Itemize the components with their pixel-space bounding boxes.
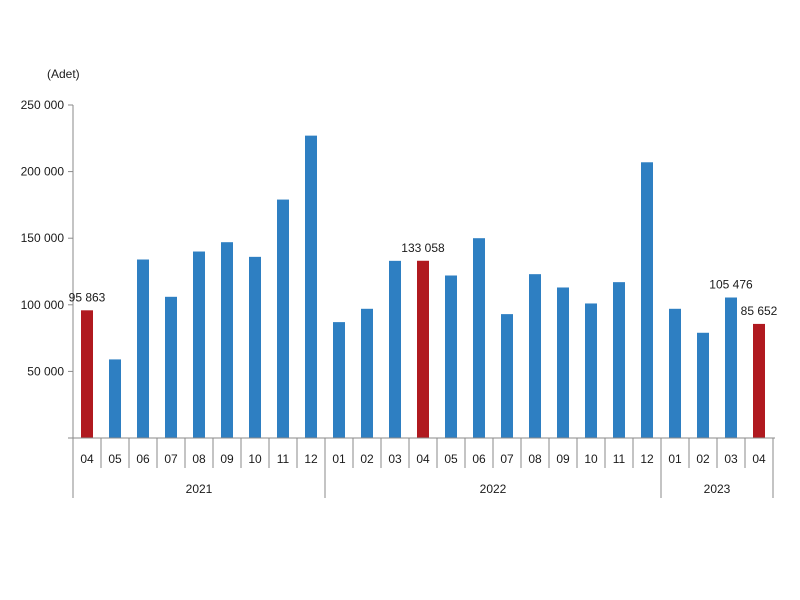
data-label: 133 058: [401, 241, 445, 255]
x-tick-label: 05: [108, 452, 122, 466]
data-label: 95 863: [69, 290, 106, 304]
bar: [333, 322, 345, 438]
y-tick-label: 100 000: [21, 298, 65, 312]
x-tick-label: 03: [388, 452, 402, 466]
x-tick-label: 06: [136, 452, 150, 466]
x-tick-label: 07: [500, 452, 514, 466]
y-tick-label: 200 000: [21, 165, 65, 179]
bar: [529, 274, 541, 438]
bar: [305, 135, 317, 439]
bar: [613, 282, 625, 438]
bar: [249, 256, 261, 438]
x-tick-label: 09: [220, 452, 234, 466]
bar: [165, 296, 177, 438]
x-tick-label: 08: [528, 452, 542, 466]
bars: [81, 135, 765, 439]
x-tick-label: 12: [640, 452, 654, 466]
bar: [221, 242, 233, 438]
x-tick-label: 09: [556, 452, 570, 466]
x-tick-label: 04: [80, 452, 94, 466]
x-tick-label: 01: [332, 452, 346, 466]
y-tick-label: 50 000: [27, 364, 64, 378]
x-tick-label: 03: [724, 452, 738, 466]
bar: [697, 332, 709, 438]
x-tick-label: 10: [584, 452, 598, 466]
bar: [137, 259, 149, 438]
data-label: 85 652: [741, 304, 778, 318]
data-labels: 95 863 133 058 105 476 85 652: [69, 241, 778, 318]
bar-highlight: [417, 260, 429, 438]
bar: [109, 359, 121, 438]
bar: [277, 199, 289, 438]
bar: [725, 297, 737, 438]
x-group-label: 2023: [704, 482, 731, 496]
x-tick-label: 07: [164, 452, 178, 466]
x-tick-label: 11: [277, 452, 290, 466]
y-axis: 50 000 100 000 150 000 200 000 250 000: [21, 98, 74, 439]
x-tick-label: 04: [416, 452, 430, 466]
x-tick-label: 01: [668, 452, 682, 466]
bar: [557, 287, 569, 438]
x-axis: 04 05 06 07 08 09 10 11 12 01 02 03 04 05 06 07 08 09 10 11…: [68, 437, 775, 498]
y-tick-label: 250 000: [21, 98, 65, 112]
bar: [669, 308, 681, 438]
x-tick-label: 11: [613, 452, 626, 466]
x-tick-label: 06: [472, 452, 486, 466]
x-tick-label: 05: [444, 452, 458, 466]
x-group-label: 2022: [480, 482, 507, 496]
x-tick-label: 02: [360, 452, 374, 466]
bar: [361, 308, 373, 438]
bar-highlight: [81, 310, 93, 438]
bar: [445, 275, 457, 438]
x-tick-label: 04: [752, 452, 766, 466]
x-tick-label: 08: [192, 452, 206, 466]
bar: [585, 303, 597, 438]
bar: [501, 314, 513, 438]
y-tick-label: 150 000: [21, 231, 65, 245]
data-label: 105 476: [709, 278, 753, 292]
bar: [473, 238, 485, 438]
x-group-label: 2021: [186, 482, 213, 496]
x-tick-label: 02: [696, 452, 710, 466]
bar-highlight: [753, 323, 765, 438]
bar: [641, 162, 653, 438]
x-tick-label: 10: [248, 452, 262, 466]
y-unit-label: (Adet): [47, 67, 80, 81]
x-tick-label: 12: [304, 452, 318, 466]
bar: [193, 251, 205, 438]
bar: [389, 260, 401, 438]
